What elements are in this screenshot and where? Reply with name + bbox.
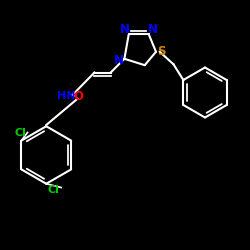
Text: Cl: Cl — [48, 185, 60, 195]
Text: Cl: Cl — [14, 128, 26, 138]
Text: N: N — [148, 24, 158, 36]
Text: N: N — [120, 24, 130, 36]
Text: N: N — [114, 54, 124, 66]
Text: O: O — [74, 90, 84, 103]
Text: S: S — [157, 45, 166, 58]
Text: HN: HN — [57, 91, 76, 101]
